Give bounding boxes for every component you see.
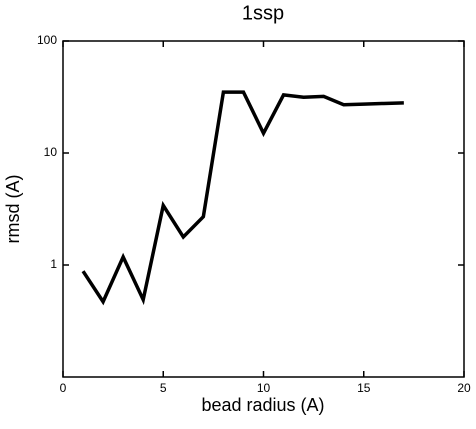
data-line — [81, 90, 404, 306]
y-tick-label: 100 — [37, 33, 57, 47]
x-axis-label: bead radius (A) — [201, 395, 324, 415]
x-tick-label: 15 — [357, 381, 371, 395]
plot-frame — [62, 40, 465, 378]
x-tick-label: 5 — [160, 381, 167, 395]
y-axis-label: rmsd (A) — [3, 175, 23, 244]
y-tick-label: 10 — [44, 145, 58, 159]
x-tick-label: 20 — [457, 381, 471, 395]
chart-title: 1ssp — [242, 2, 284, 24]
y-tick-label: 1 — [50, 257, 57, 271]
x-tick-label: 10 — [257, 381, 271, 395]
x-tick-label: 0 — [60, 381, 67, 395]
